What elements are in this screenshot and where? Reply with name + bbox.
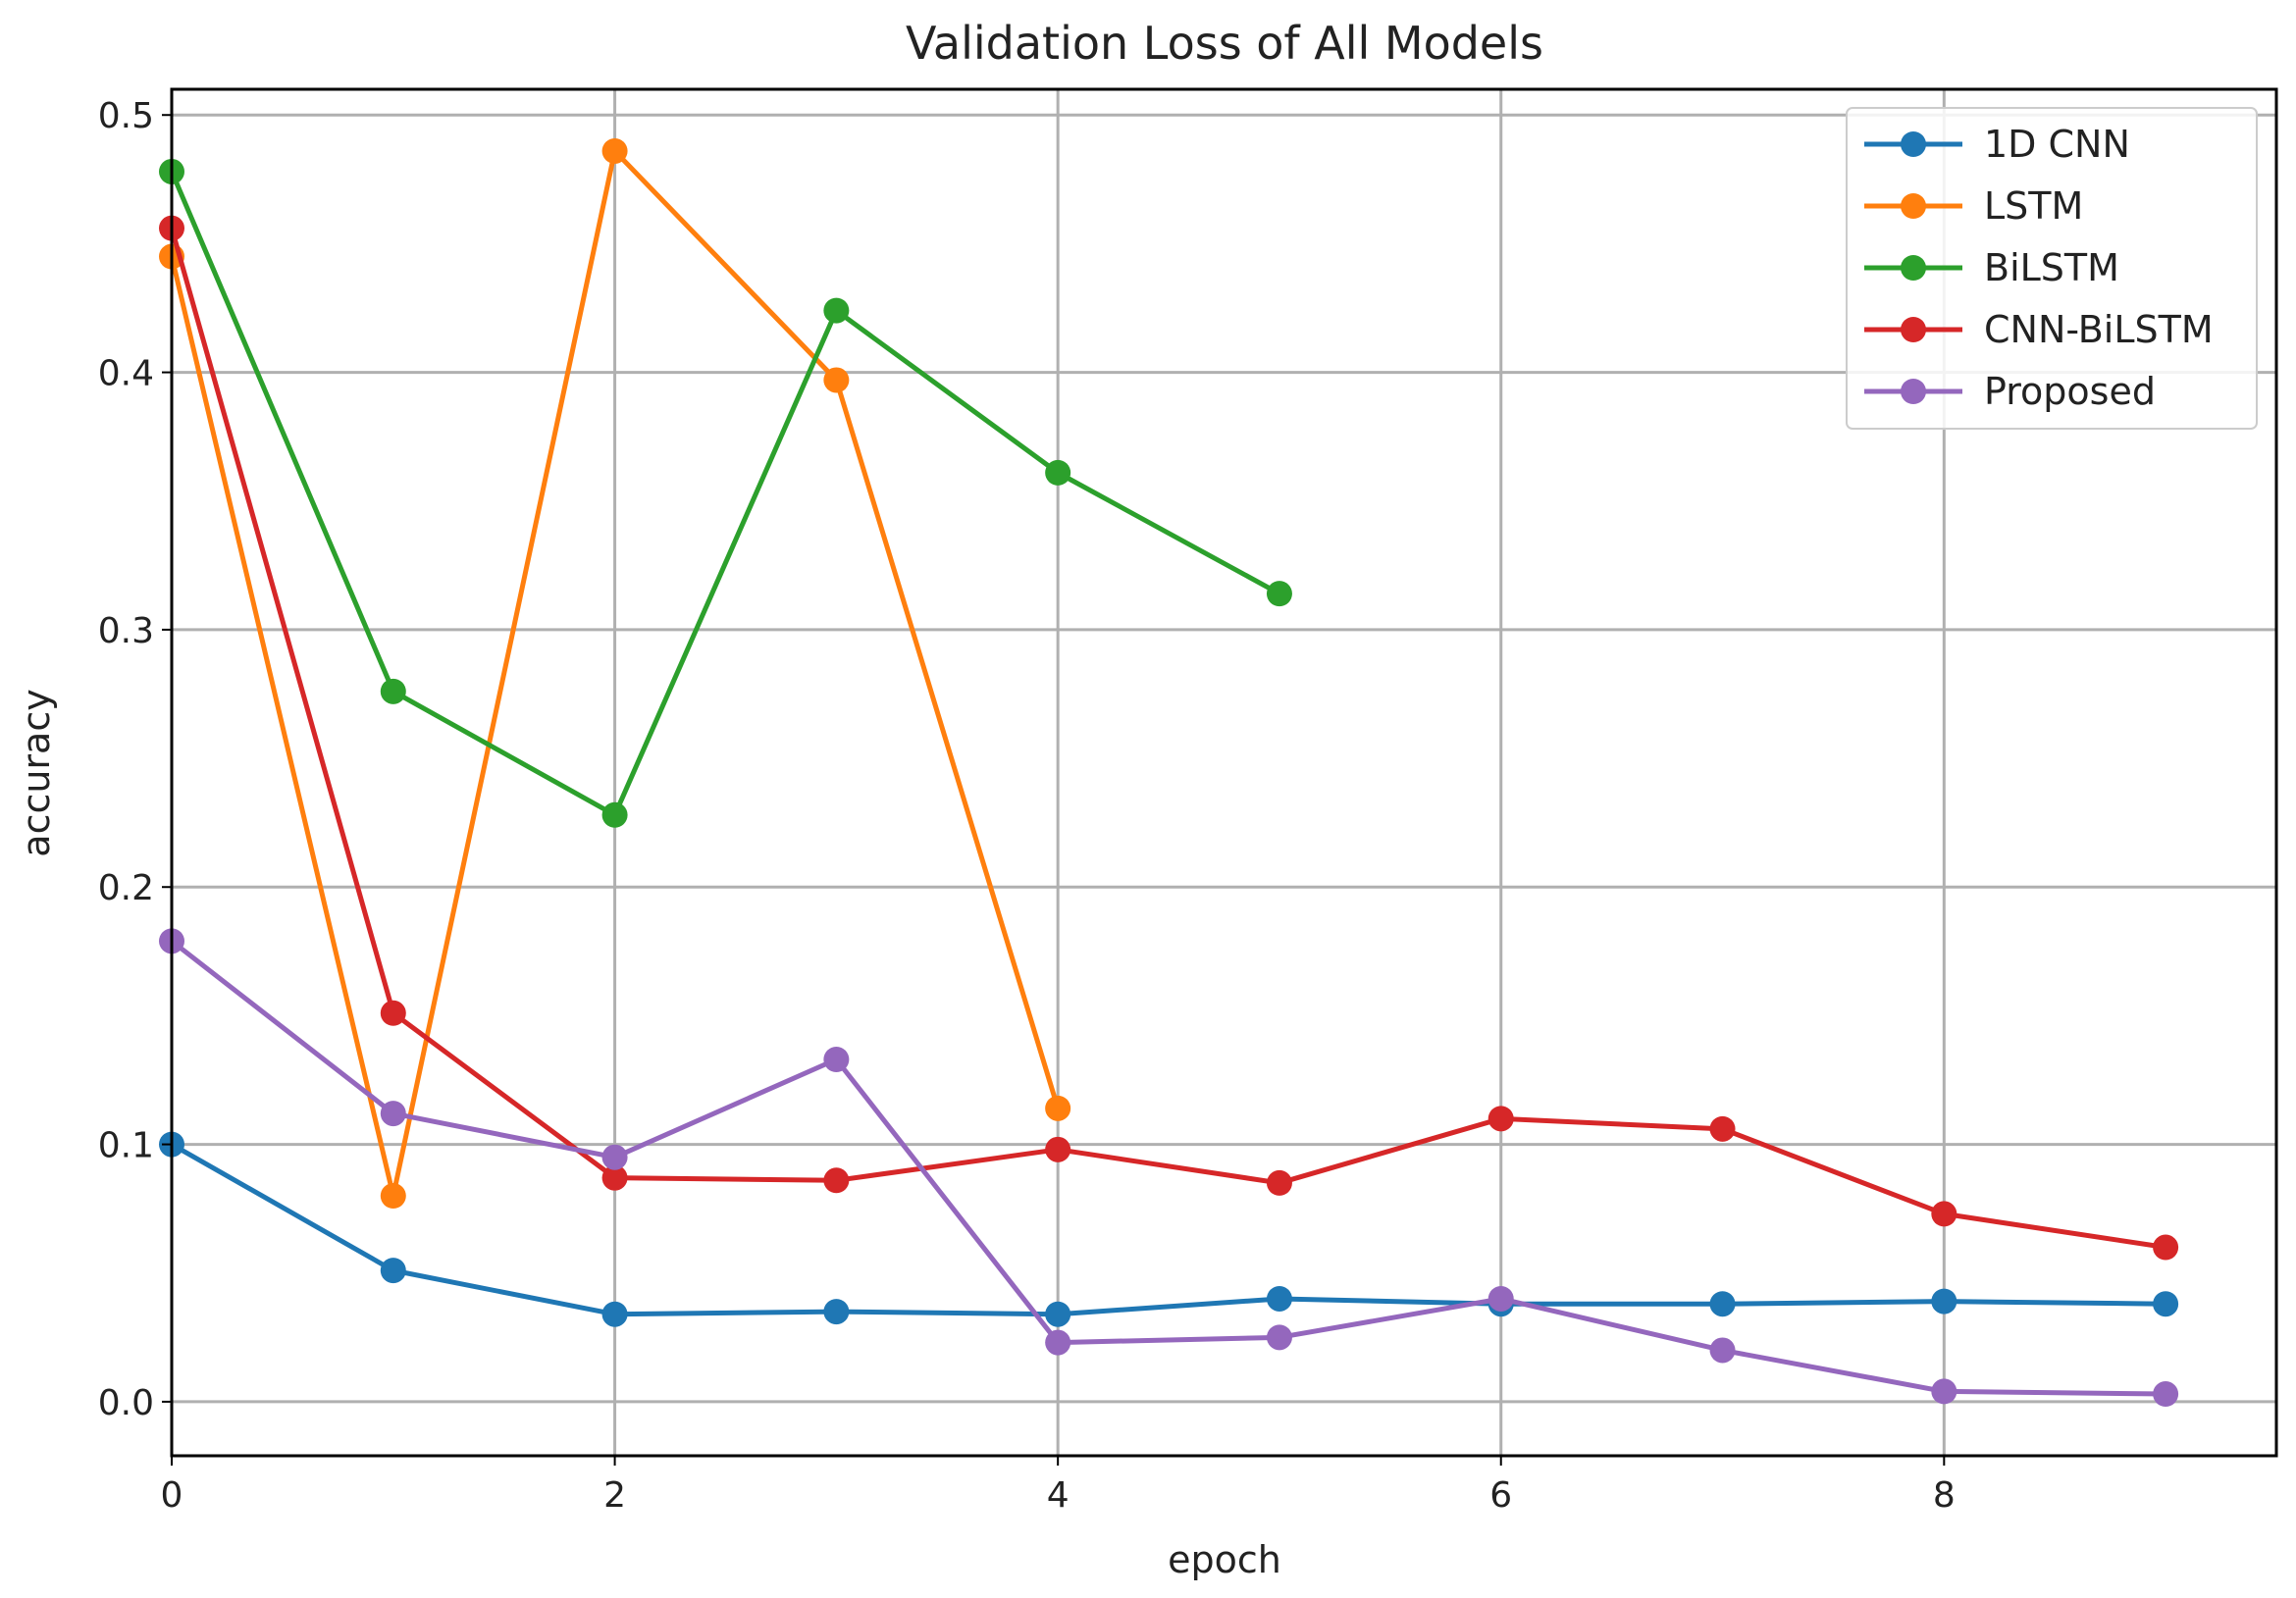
legend-item-lstm: LSTM <box>1864 184 2083 228</box>
data-point-bilstm <box>380 678 406 704</box>
y-tick-label: 0.1 <box>98 1126 154 1166</box>
series-layer <box>159 137 2179 1408</box>
data-point-proposed <box>2153 1381 2179 1408</box>
legend-item-cnn-bilstm: CNN-BiLSTM <box>1864 308 2214 351</box>
y-tick-label: 0.2 <box>98 868 154 908</box>
data-point-proposed <box>380 1101 406 1127</box>
data-point-1d-cnn <box>1266 1285 1292 1312</box>
data-point-cnn-bilstm <box>1709 1115 1736 1142</box>
data-point-1d-cnn <box>823 1299 850 1325</box>
x-tick-label: 6 <box>1489 1475 1512 1516</box>
data-point-1d-cnn <box>1931 1288 1957 1314</box>
data-point-cnn-bilstm <box>1931 1201 1957 1227</box>
data-point-cnn-bilstm <box>823 1167 850 1194</box>
legend-label: BiLSTM <box>1984 246 2119 289</box>
data-point-proposed <box>1931 1378 1957 1405</box>
x-tick-label: 0 <box>161 1475 183 1516</box>
data-point-proposed <box>601 1144 628 1170</box>
data-point-lstm <box>601 137 628 164</box>
data-point-lstm <box>1045 1095 1071 1121</box>
legend-swatch-marker <box>1901 131 1926 157</box>
series-line-1d-cnn <box>170 1142 2166 1317</box>
series-cnn-bilstm <box>159 215 2179 1261</box>
data-point-cnn-bilstm <box>2153 1234 2179 1261</box>
x-tick-label: 8 <box>1933 1475 1956 1516</box>
legend-label: Proposed <box>1984 370 2156 413</box>
data-point-1d-cnn <box>2153 1291 2179 1317</box>
legend-item-proposed: Proposed <box>1864 370 2156 413</box>
y-tick-label: 0.5 <box>98 96 154 136</box>
y-tick-label: 0.0 <box>98 1383 154 1423</box>
data-point-cnn-bilstm <box>601 1164 628 1191</box>
data-point-bilstm <box>601 801 628 828</box>
data-point-proposed <box>823 1047 850 1073</box>
series-1d-cnn <box>159 1131 2179 1327</box>
legend-swatch-marker <box>1901 255 1926 281</box>
y-tick-label: 0.3 <box>98 611 154 651</box>
legend-label: LSTM <box>1984 184 2083 228</box>
y-axis-label: accuracy <box>15 689 58 856</box>
legend-swatch-marker <box>1901 193 1926 219</box>
x-tick-label: 4 <box>1047 1475 1070 1516</box>
data-point-bilstm <box>1266 581 1292 607</box>
data-point-bilstm <box>1045 459 1071 486</box>
legend-label: CNN-BiLSTM <box>1984 308 2214 351</box>
data-point-proposed <box>1709 1337 1736 1364</box>
legend: 1D CNN LSTM BiLSTM CNN-BiLSTM Proposed <box>1846 107 2258 430</box>
data-point-lstm <box>380 1183 406 1210</box>
series-line-bilstm <box>169 170 1281 818</box>
legend-label: 1D CNN <box>1984 123 2130 166</box>
data-point-cnn-bilstm <box>1045 1136 1071 1162</box>
legend-swatch-marker <box>1901 379 1926 404</box>
series-proposed <box>159 928 2179 1408</box>
data-point-lstm <box>823 367 850 393</box>
ticks: 0 2 4 6 8 0.0 0.1 0.2 0.3 0.4 0.5 <box>98 96 1956 1516</box>
chart-title: Validation Loss of All Models <box>906 17 1543 70</box>
data-point-cnn-bilstm <box>1266 1169 1292 1196</box>
x-tick-label: 2 <box>603 1475 626 1516</box>
legend-box <box>1846 107 2258 430</box>
data-point-1d-cnn <box>1709 1291 1736 1317</box>
data-point-proposed <box>1487 1285 1514 1312</box>
data-point-1d-cnn <box>601 1301 628 1327</box>
series-bilstm <box>159 158 1292 828</box>
legend-item-bilstm: BiLSTM <box>1864 246 2119 289</box>
data-point-proposed <box>1045 1329 1071 1356</box>
y-tick-label: 0.4 <box>98 354 154 394</box>
data-point-1d-cnn <box>380 1258 406 1284</box>
data-point-bilstm <box>823 297 850 324</box>
x-axis-label: epoch <box>1168 1538 1281 1581</box>
legend-swatch-marker <box>1901 317 1926 342</box>
legend-item-1d-cnn: 1D CNN <box>1864 123 2130 166</box>
data-point-proposed <box>1266 1324 1292 1351</box>
data-point-cnn-bilstm <box>1487 1106 1514 1132</box>
series-line-cnn-bilstm <box>169 227 2166 1250</box>
plot-frame <box>170 87 2278 1458</box>
data-point-1d-cnn <box>1045 1301 1071 1327</box>
series-line-proposed <box>170 939 2166 1397</box>
data-point-cnn-bilstm <box>380 1000 406 1026</box>
